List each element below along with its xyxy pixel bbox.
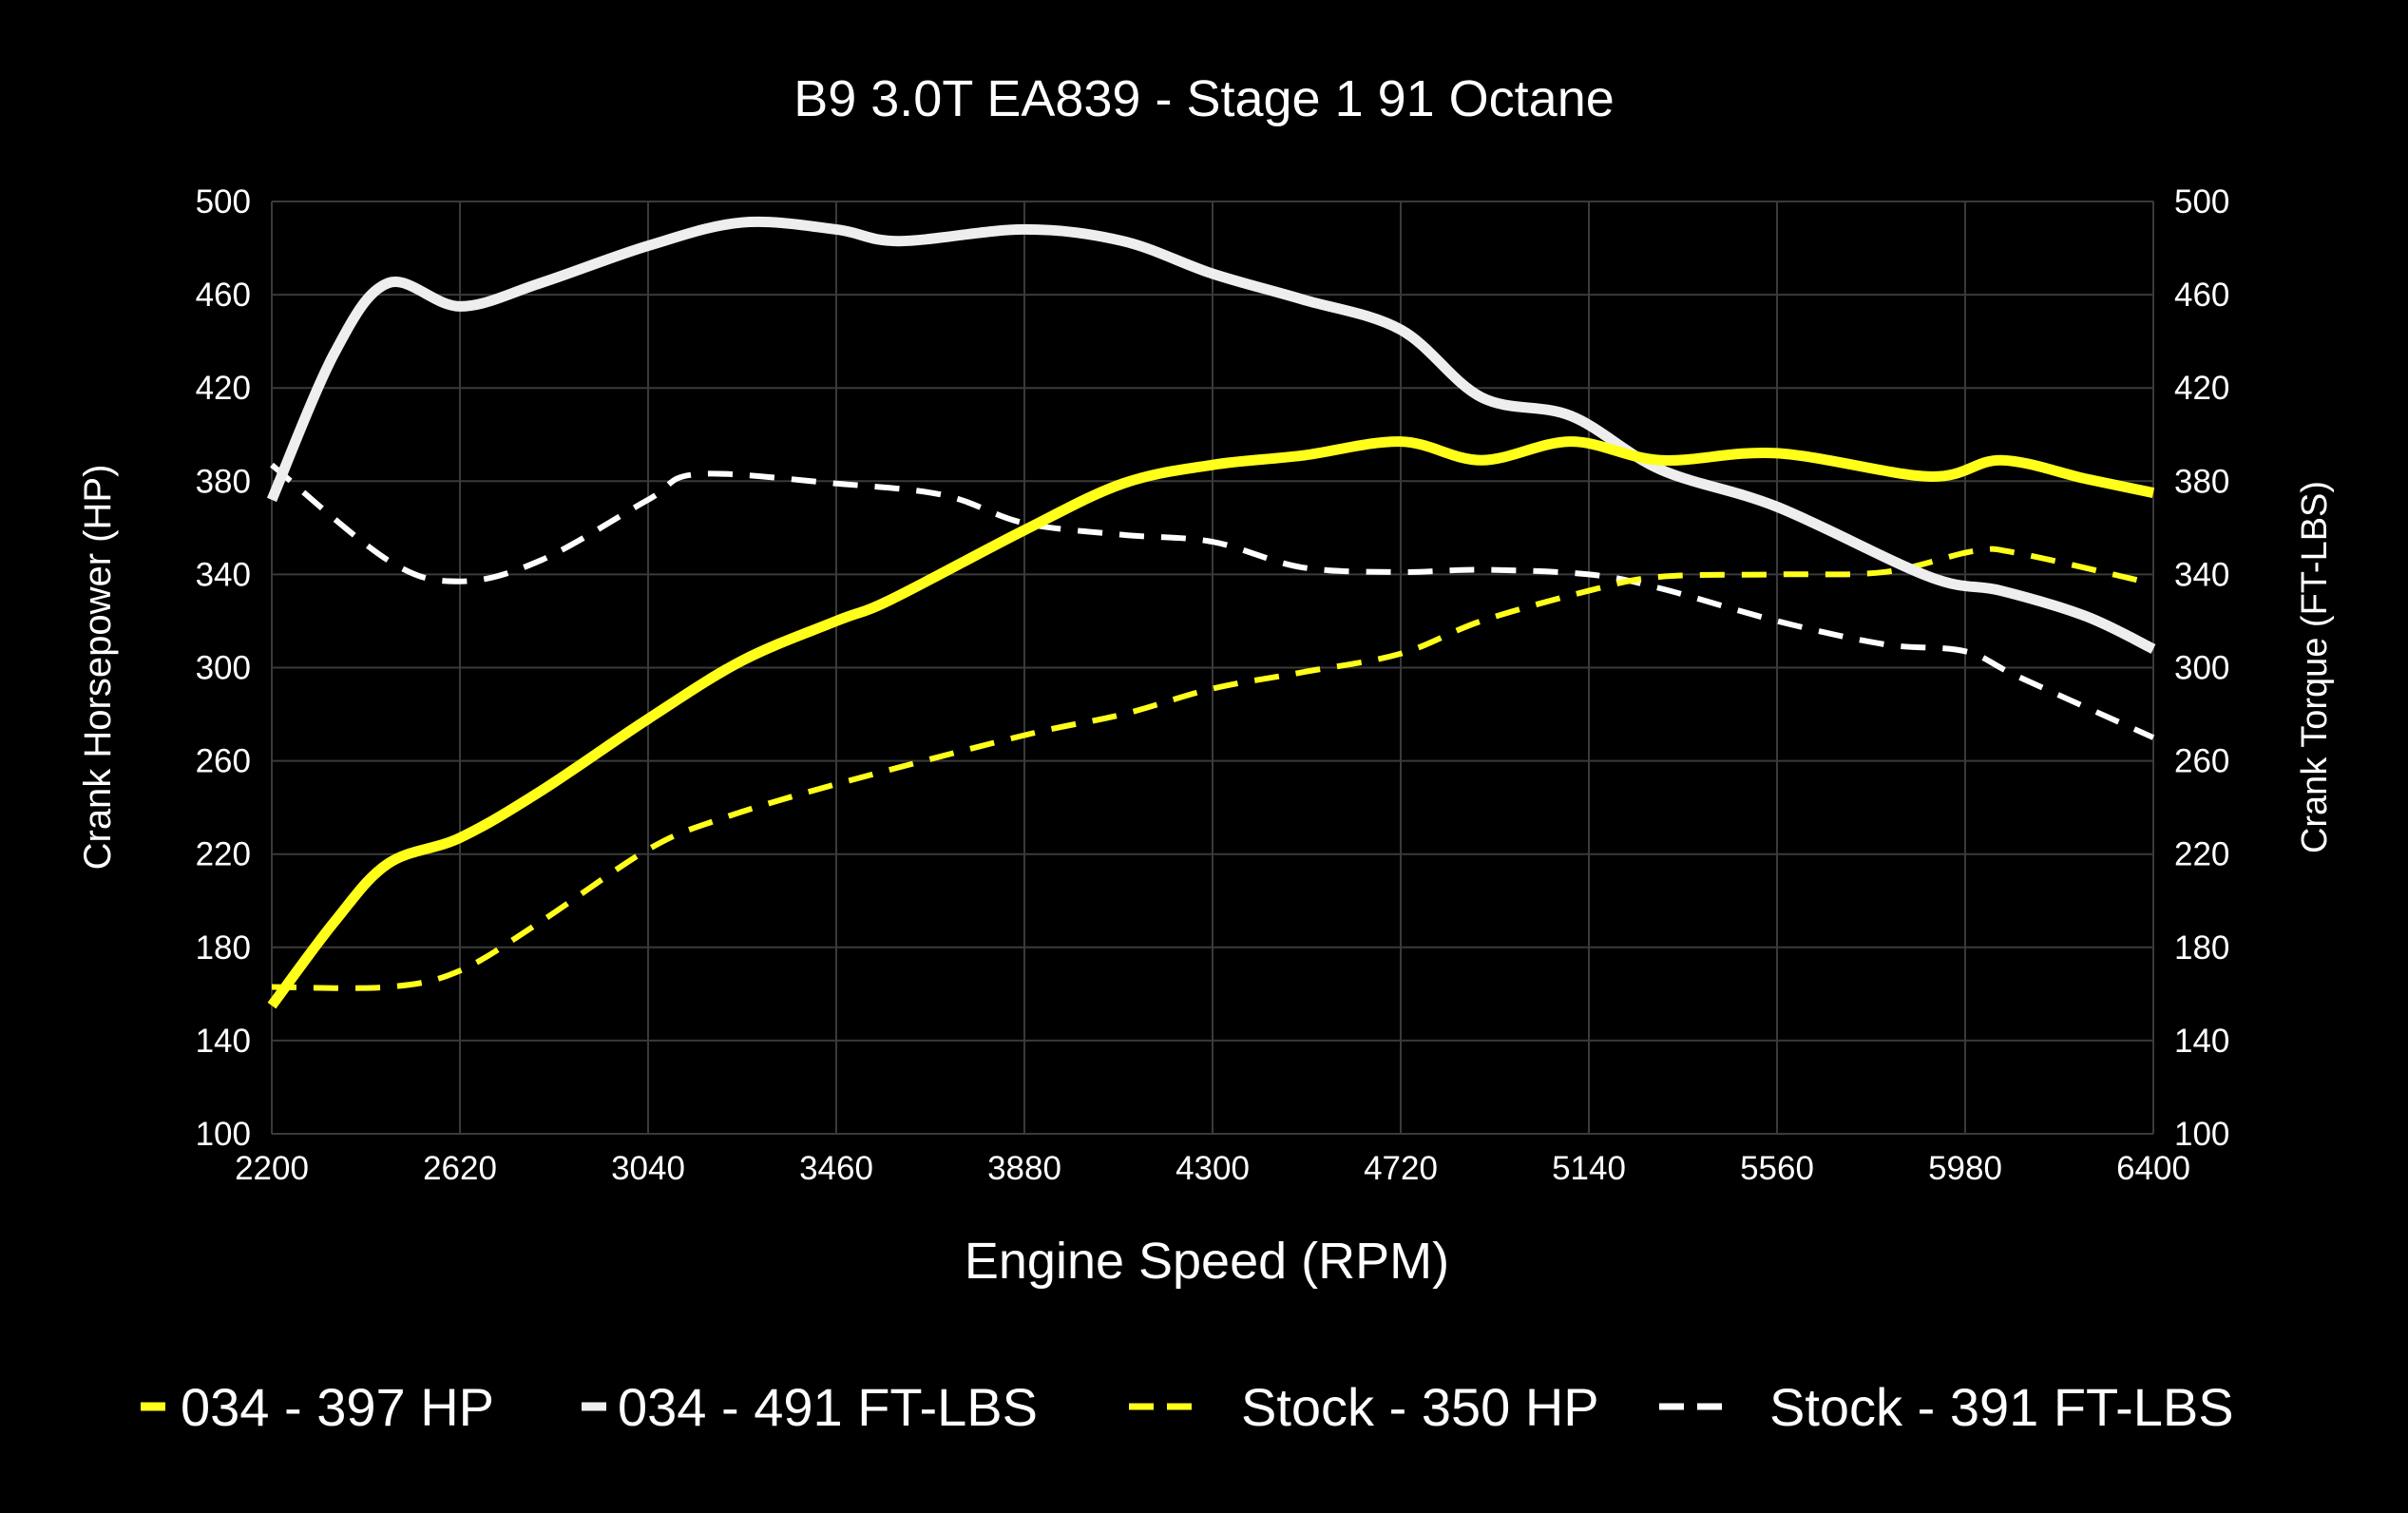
y2-tick-label: 140 xyxy=(2174,1023,2229,1060)
y2-tick-label: 260 xyxy=(2174,743,2229,780)
y2-tick-label: 420 xyxy=(2174,370,2229,407)
x-tick-label: 4720 xyxy=(1364,1150,1438,1187)
y2-tick-label: 220 xyxy=(2174,836,2229,873)
chart-title: B9 3.0T EA839 - Stage 1 91 Octane xyxy=(793,70,1615,127)
legend-label: 034 - 491 FT-LBS xyxy=(618,1377,1038,1437)
legend-label: 034 - 397 HP xyxy=(181,1377,494,1437)
y2-tick-label: 340 xyxy=(2174,556,2229,593)
series-line-4 xyxy=(270,462,2155,740)
y-tick-label: 420 xyxy=(196,370,251,407)
y-tick-label: 220 xyxy=(196,836,251,873)
series-lines xyxy=(266,216,2156,1009)
legend: 034 - 397 HP 034 - 491 FT-LBS Stock - 350 … xyxy=(141,1377,2234,1437)
y-tick-labels: 100 140 180 220 260 300 340 380 420 460 500 xyxy=(196,183,251,1153)
x-tick-label: 5560 xyxy=(1740,1150,1814,1187)
y-axis-label: Crank Horsepower (HP) xyxy=(77,465,119,871)
y2-tick-label: 300 xyxy=(2174,650,2229,687)
y2-tick-label: 380 xyxy=(2174,463,2229,500)
x-tick-labels: 2200 2620 3040 3460 3880 4300 4720 5140 5560 5980… xyxy=(235,1150,2190,1187)
x-tick-label: 2620 xyxy=(423,1150,497,1187)
x-tick-label: 5140 xyxy=(1552,1150,1626,1187)
x-tick-label: 3880 xyxy=(987,1150,1061,1187)
y2-tick-labels: 100 140 180 220 260 300 340 380 420 460 500 xyxy=(2174,183,2229,1153)
x-axis-label: Engine Speed (RPM) xyxy=(965,1233,1449,1290)
legend-label: Stock - 391 FT-LBS xyxy=(1769,1377,2234,1437)
y2-tick-label: 100 xyxy=(2174,1116,2229,1153)
y-tick-label: 460 xyxy=(196,277,251,314)
y2-tick-label: 180 xyxy=(2174,929,2229,967)
y-tick-label: 260 xyxy=(196,743,251,780)
y-tick-label: 180 xyxy=(196,929,251,967)
grid xyxy=(271,201,2154,1135)
x-tick-label: 3460 xyxy=(799,1150,873,1187)
y-tick-label: 500 xyxy=(196,183,251,220)
y-tick-label: 140 xyxy=(196,1023,251,1060)
legend-label: Stock - 350 HP xyxy=(1241,1377,1599,1437)
x-tick-label: 2200 xyxy=(235,1150,309,1187)
x-tick-label: 4300 xyxy=(1175,1150,1250,1187)
y2-tick-label: 500 xyxy=(2174,183,2229,220)
series-line-3 xyxy=(271,546,2154,991)
y-tick-label: 380 xyxy=(196,463,251,500)
y-tick-label: 340 xyxy=(196,556,251,593)
y2-tick-label: 460 xyxy=(2174,277,2229,314)
y-tick-label: 100 xyxy=(196,1116,251,1153)
y-tick-label: 300 xyxy=(196,650,251,687)
x-tick-label: 6400 xyxy=(2116,1150,2190,1187)
series-line-1 xyxy=(267,436,2155,1009)
y2-axis-label: Crank Torque (FT-LBS) xyxy=(2295,481,2335,853)
x-tick-label: 5980 xyxy=(1928,1150,2002,1187)
series-line-2 xyxy=(266,216,2156,654)
x-tick-label: 3040 xyxy=(611,1150,685,1187)
